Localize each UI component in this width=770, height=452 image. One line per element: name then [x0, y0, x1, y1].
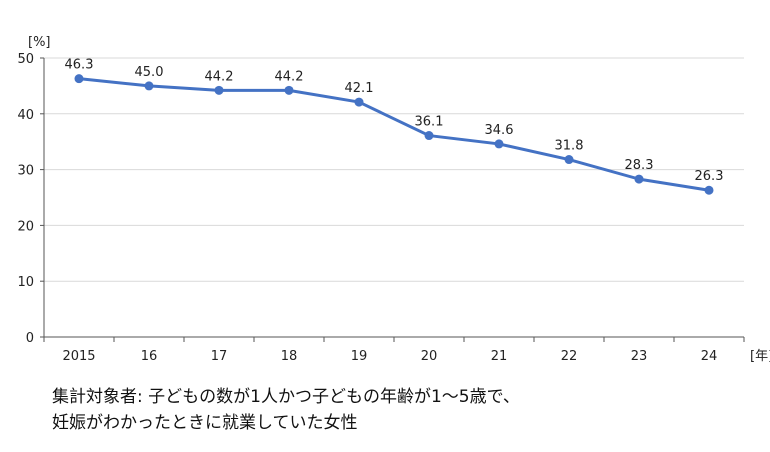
data-point	[564, 155, 574, 165]
data-label: 26.3	[695, 169, 724, 184]
data-label: 44.2	[205, 69, 234, 84]
y-tick-label: 20	[17, 219, 34, 234]
data-point	[74, 74, 84, 84]
x-tick-label: 21	[491, 349, 508, 364]
data-label: 36.1	[415, 115, 444, 130]
y-tick-label: 30	[17, 164, 34, 179]
data-point	[354, 97, 364, 107]
caption-line-1: 集計対象者: 子どもの数が1人かつ子どもの年齢が1〜5歳で、	[52, 387, 520, 407]
data-label: 45.0	[135, 65, 164, 80]
gridlines	[44, 57, 744, 282]
y-tick-label: 10	[17, 275, 34, 290]
x-tick-label: 23	[631, 349, 648, 364]
x-tick-label: 24	[701, 349, 718, 364]
data-point	[214, 85, 224, 95]
data-label: 34.6	[485, 123, 514, 138]
axes	[40, 57, 745, 342]
data-point	[424, 131, 434, 141]
data-label: 44.2	[275, 69, 304, 84]
data-labels: 46.3 45.0 44.2 44.2 42.1 36.1 34.6 31.8 28.3 26.3	[65, 58, 724, 185]
series-line-group	[74, 74, 714, 195]
data-point	[704, 185, 714, 195]
caption-line-2: 妊娠がわかったときに就業していた女性	[52, 413, 358, 433]
x-axis-unit: [年]	[750, 349, 770, 364]
x-tick-labels: 2015 16 17 18 19 20 21 22 23 24	[62, 349, 717, 364]
y-tick-labels: 0 10 20 30 40 50	[17, 52, 34, 346]
x-tick-label: 17	[211, 349, 228, 364]
x-tick-label: 16	[141, 349, 158, 364]
x-tick-label: 18	[281, 349, 298, 364]
y-tick-label: 50	[17, 52, 34, 67]
data-point	[284, 85, 294, 95]
line-chart: 0 10 20 30 40 50 2015 16 17 18 19 20 21 22 23 24 [%] […	[17, 35, 770, 364]
chart-caption: 集計対象者: 子どもの数が1人かつ子どもの年齢が1〜5歳で、 妊娠がわかったとき…	[52, 384, 752, 436]
series-line	[78, 77, 710, 192]
y-axis-unit: [%]	[28, 35, 51, 50]
data-point	[634, 174, 644, 184]
data-label: 46.3	[65, 58, 94, 73]
y-tick-label: 40	[17, 108, 34, 123]
data-label: 31.8	[555, 139, 584, 154]
data-label: 42.1	[345, 81, 374, 96]
data-point	[494, 139, 504, 149]
x-tick-label: 22	[561, 349, 578, 364]
data-label: 28.3	[625, 158, 654, 173]
x-tick-label: 19	[351, 349, 368, 364]
x-tick-label: 20	[421, 349, 438, 364]
data-point	[144, 81, 154, 91]
x-tick-label: 2015	[62, 349, 95, 364]
y-tick-label: 0	[26, 331, 34, 346]
